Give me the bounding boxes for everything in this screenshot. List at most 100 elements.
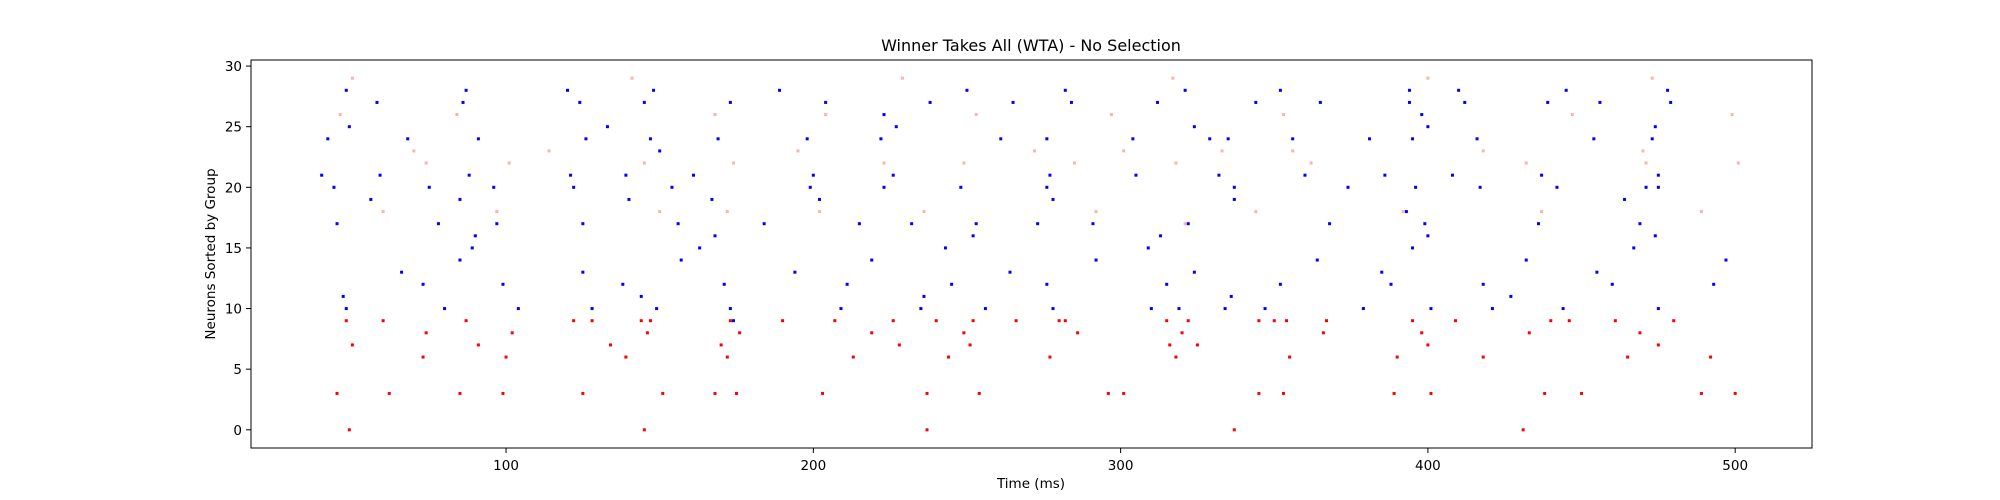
- spike-point: [1281, 113, 1285, 117]
- spike-point: [1281, 391, 1285, 395]
- spike-point: [1644, 185, 1648, 189]
- spike-point: [1073, 161, 1077, 165]
- spike-point: [645, 331, 649, 335]
- spike-point: [1186, 222, 1190, 226]
- spike-point: [1048, 355, 1052, 359]
- spike-point: [1392, 391, 1396, 395]
- spike-point: [578, 100, 582, 104]
- spike-point: [1395, 355, 1399, 359]
- spike-point: [728, 100, 732, 104]
- spike-point: [639, 294, 643, 298]
- spike-point: [1180, 331, 1184, 335]
- spike-point: [344, 88, 348, 92]
- spike-point: [1368, 137, 1372, 141]
- spike-point: [796, 149, 800, 153]
- spike-point: [639, 319, 643, 323]
- spike-point: [1543, 391, 1547, 395]
- spike-point: [1411, 246, 1415, 250]
- spike-point: [341, 294, 345, 298]
- spike-point: [1610, 282, 1614, 286]
- spike-point: [1641, 149, 1645, 153]
- y-tick-label: 15: [225, 241, 242, 257]
- spike-point: [922, 210, 926, 214]
- spike-point: [811, 173, 815, 177]
- spike-point: [1045, 137, 1049, 141]
- spike-series-1: [320, 88, 1728, 323]
- spike-point: [455, 113, 459, 117]
- spike-point: [698, 246, 702, 250]
- spike-point: [1613, 319, 1617, 323]
- spike-point: [1592, 137, 1596, 141]
- spike-point: [824, 100, 828, 104]
- spike-point: [326, 137, 330, 141]
- spike-point: [983, 307, 987, 311]
- y-axis-label: Neurons Sorted by Group: [203, 168, 219, 339]
- spike-point: [1063, 88, 1067, 92]
- spike-point: [375, 100, 379, 104]
- spike-point: [516, 307, 520, 311]
- chart-title: Winner Takes All (WTA) - No Selection: [881, 36, 1181, 55]
- spike-point: [464, 319, 468, 323]
- spike-point: [1220, 149, 1224, 153]
- spike-point: [1580, 391, 1584, 395]
- spike-point: [1263, 307, 1267, 311]
- spike-point: [1509, 294, 1513, 298]
- spike-point: [725, 210, 729, 214]
- spike-point: [1595, 270, 1599, 274]
- spike-point: [492, 185, 496, 189]
- spike-point: [728, 307, 732, 311]
- spike-point: [1429, 391, 1433, 395]
- spike-point: [1174, 355, 1178, 359]
- spike-point: [421, 355, 425, 359]
- spike-point: [658, 210, 662, 214]
- spike-point: [1186, 319, 1190, 323]
- spike-point: [728, 319, 732, 323]
- spike-point: [1051, 307, 1055, 311]
- spike-point: [427, 185, 431, 189]
- spike-point: [1733, 391, 1737, 395]
- spike-point: [793, 270, 797, 274]
- spike-point: [320, 173, 324, 177]
- spike-point: [332, 185, 336, 189]
- spike-point: [1638, 331, 1642, 335]
- spike-point: [1414, 185, 1418, 189]
- y-tick-label: 20: [225, 180, 242, 196]
- spike-point: [1463, 100, 1467, 104]
- spike-point: [1644, 161, 1648, 165]
- spike-point: [691, 173, 695, 177]
- spike-point: [350, 343, 354, 347]
- spike-point: [1699, 391, 1703, 395]
- spike-point: [1481, 149, 1485, 153]
- spike-point: [648, 137, 652, 141]
- x-axis-label: Time (ms): [996, 476, 1065, 492]
- spike-point: [1546, 100, 1550, 104]
- spike-point: [870, 258, 874, 262]
- spike-point: [642, 428, 646, 432]
- spike-point: [1328, 222, 1332, 226]
- spike-point: [1623, 197, 1627, 201]
- spike-point: [1226, 137, 1230, 141]
- spike-point: [1598, 100, 1602, 104]
- spike-point: [891, 173, 895, 177]
- spike-point: [1401, 210, 1405, 214]
- spike-point: [1257, 391, 1261, 395]
- spike-point: [648, 319, 652, 323]
- spike-point: [1106, 391, 1110, 395]
- spike-point: [1407, 100, 1411, 104]
- spike-point: [495, 222, 499, 226]
- spike-point: [510, 331, 514, 335]
- spike-point: [501, 391, 505, 395]
- spike-point: [824, 113, 828, 117]
- spike-point: [1429, 307, 1433, 311]
- spike-point: [1192, 125, 1196, 129]
- spike-point: [1549, 319, 1553, 323]
- x-tick-label: 200: [800, 458, 826, 474]
- spike-point: [1724, 258, 1728, 262]
- spike-point: [1069, 100, 1073, 104]
- spike-point: [731, 319, 735, 323]
- spike-point: [1653, 234, 1657, 238]
- spike-point: [1232, 197, 1236, 201]
- spike-point: [1426, 76, 1430, 80]
- spike-point: [1014, 319, 1018, 323]
